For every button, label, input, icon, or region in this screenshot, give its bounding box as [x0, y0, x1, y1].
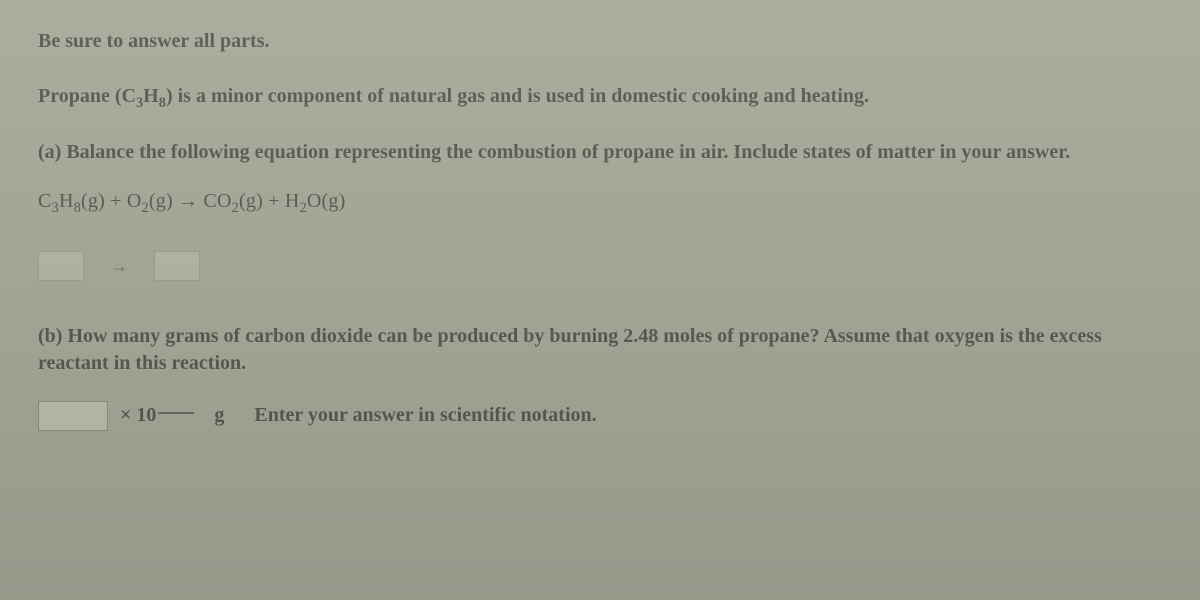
lead-prefix: Propane (C [38, 85, 136, 107]
part-b: (b) How many grams of carbon dioxide can… [38, 323, 1162, 377]
eqn-sub2b: 2 [232, 200, 239, 216]
small-arrow-icon: → [110, 254, 128, 278]
eqn-c3h8: C3H8(g) [38, 190, 110, 212]
eqn-c: C [38, 190, 52, 212]
reactants-input[interactable] [38, 251, 84, 281]
equation-unbalanced: C3H8(g) + O2(g) → CO2(g) + H2O(g) [38, 188, 1162, 218]
eqn-state1: (g) [81, 190, 105, 212]
exponent-input[interactable] [158, 412, 194, 414]
coefficient-input[interactable] [38, 401, 108, 431]
compound-lead: Propane (C3H8) is a minor component of n… [38, 83, 1162, 113]
part-b-text: How many grams of carbon dioxide can be … [38, 325, 1102, 374]
eqn-plus2: + [268, 190, 285, 212]
eqn-state2: (g) [149, 190, 173, 212]
eqn-h2o: H2O(g) [285, 190, 346, 212]
eqn-co2: CO2(g) [203, 190, 268, 212]
times-ten-text: × 10 [120, 404, 156, 426]
eqn-sub3: 3 [52, 200, 59, 216]
eqn-o2b: O [307, 190, 322, 212]
eqn-sub2a: 2 [141, 200, 148, 216]
instructions-line: Be sure to answer all parts. [38, 28, 1162, 55]
eqn-state4: (g) [322, 190, 346, 212]
times-ten-label: × 10 [120, 402, 194, 429]
products-input[interactable] [154, 251, 200, 281]
sci-notation-hint: Enter your answer in scientific notation… [254, 402, 596, 429]
part-a-label: (a) [38, 141, 61, 163]
lead-suffix: ) is a minor component of natural gas an… [166, 85, 869, 107]
eqn-plus1: + [110, 190, 127, 212]
eqn-co: CO [203, 190, 231, 212]
eqn-arrow: → [178, 190, 203, 212]
eqn-sub2c: 2 [299, 200, 306, 216]
part-b-label: (b) [38, 325, 62, 347]
eqn-sub8: 8 [74, 200, 81, 216]
answer-row: × 10 g Enter your answer in scientific n… [38, 401, 1162, 431]
balance-entry-row: → [38, 251, 1162, 281]
lead-sub2: 8 [159, 95, 166, 111]
part-a-text: Balance the following equation represent… [66, 141, 1070, 163]
lead-mid1: H [143, 85, 159, 107]
eqn-o2: O2(g) [127, 190, 178, 212]
eqn-state3: (g) [239, 190, 263, 212]
eqn-o: O [127, 190, 142, 212]
part-a: (a) Balance the following equation repre… [38, 139, 1162, 166]
eqn-h: H [59, 190, 74, 212]
unit-label: g [214, 402, 224, 429]
eqn-h2: H [285, 190, 300, 212]
